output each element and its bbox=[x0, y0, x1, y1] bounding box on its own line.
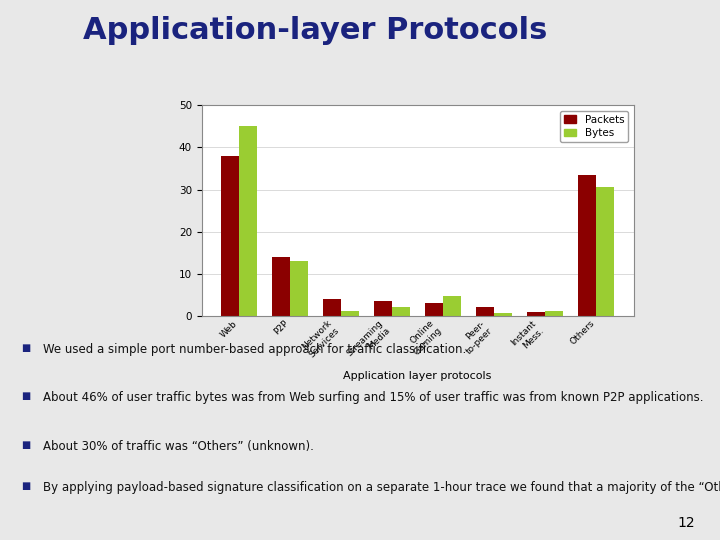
Bar bbox=[290, 261, 308, 316]
Bar bbox=[476, 307, 494, 316]
Text: ■: ■ bbox=[22, 343, 31, 353]
Bar bbox=[272, 257, 290, 316]
Text: ■: ■ bbox=[22, 392, 31, 402]
X-axis label: Application layer protocols: Application layer protocols bbox=[343, 371, 492, 381]
Bar bbox=[323, 299, 341, 316]
Text: 12: 12 bbox=[678, 516, 695, 530]
Text: ■: ■ bbox=[22, 440, 31, 450]
Bar bbox=[545, 311, 563, 316]
Text: Application-layer Protocols: Application-layer Protocols bbox=[83, 16, 547, 45]
Bar bbox=[443, 296, 461, 316]
Bar bbox=[527, 312, 545, 316]
Bar bbox=[426, 303, 443, 316]
Text: About 30% of traffic was “Others” (unknown).: About 30% of traffic was “Others” (unkno… bbox=[43, 440, 314, 453]
Bar bbox=[374, 301, 392, 316]
Bar bbox=[596, 187, 614, 316]
Legend: Packets, Bytes: Packets, Bytes bbox=[559, 111, 629, 142]
Bar bbox=[239, 126, 257, 316]
Text: We used a simple port number-based approach for traffic classification.: We used a simple port number-based appro… bbox=[43, 343, 467, 356]
Bar bbox=[494, 313, 512, 316]
Text: ■: ■ bbox=[22, 481, 31, 491]
Bar bbox=[341, 311, 359, 316]
Text: About 46% of user traffic bytes was from Web surfing and 15% of user traffic was: About 46% of user traffic bytes was from… bbox=[43, 392, 703, 404]
Bar bbox=[221, 156, 239, 316]
Bar bbox=[578, 175, 596, 316]
Text: By applying payload-based signature classification on a separate 1-hour trace we: By applying payload-based signature clas… bbox=[43, 481, 720, 494]
Bar bbox=[392, 307, 410, 316]
